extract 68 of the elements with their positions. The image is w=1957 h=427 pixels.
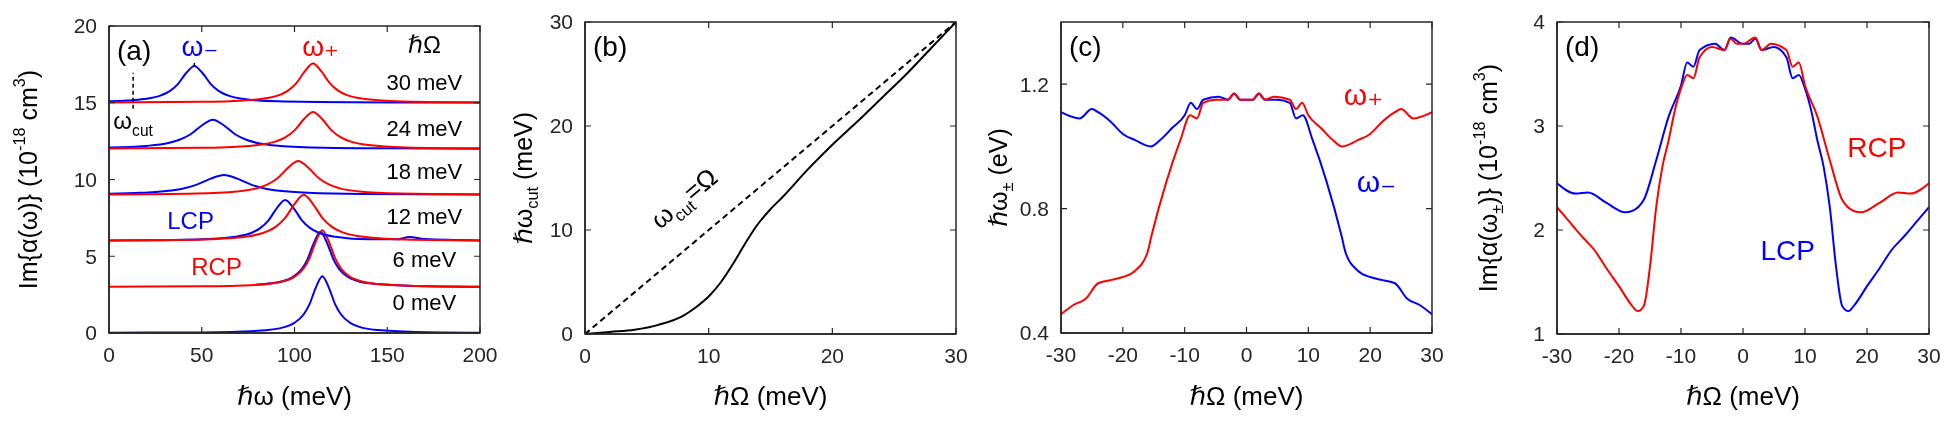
x-tick-label: -20 — [1107, 342, 1139, 366]
x-tick-label: 30 — [1420, 342, 1444, 366]
annotation: 0 meV — [392, 289, 457, 315]
x-tick-label: 20 — [1358, 342, 1382, 366]
annotation: (a) — [117, 35, 152, 66]
x-tick-label: 0 — [579, 343, 591, 367]
x-axis-title: ℏΩ (meV) — [1189, 381, 1304, 411]
x-tick-label: 10 — [696, 343, 721, 367]
x-axis-title: ℏΩ (meV) — [1686, 381, 1800, 411]
line-series — [109, 160, 480, 196]
x-tick-label: -20 — [1603, 343, 1635, 367]
annotation: (b) — [593, 31, 628, 62]
y-tick-label: 10 — [549, 218, 573, 242]
x-tick-label: -10 — [1665, 343, 1697, 367]
y-tick-label: 0 — [85, 321, 97, 345]
x-tick-label: 200 — [462, 342, 498, 366]
x-tick-label: 100 — [276, 342, 313, 366]
x-tick-label: 30 — [1917, 343, 1941, 367]
series-label: ω₊ — [302, 31, 339, 63]
x-tick-label: 20 — [1855, 343, 1879, 367]
y-tick-label: 1.2 — [1019, 72, 1049, 96]
y-tick-label: 20 — [73, 14, 97, 38]
y-tick-label: 1 — [1533, 322, 1545, 346]
y-tick-label: 20 — [549, 114, 573, 138]
x-tick-label: 10 — [1296, 342, 1321, 366]
y-tick-label: 10 — [73, 167, 97, 191]
annotation: 18 meV — [386, 159, 463, 185]
annotation: 12 meV — [386, 203, 463, 229]
series-label: RCP — [1847, 132, 1907, 164]
x-tick-label: -30 — [1541, 343, 1573, 367]
y-tick-label: 2 — [1533, 218, 1545, 242]
y-tick-label: 3 — [1533, 114, 1545, 138]
x-axis-title: ℏω (meV) — [237, 381, 352, 411]
annotation: ω$_{cut}$ — [113, 107, 154, 139]
line-series — [109, 118, 480, 150]
series-label: RCP — [191, 252, 242, 280]
y-tick-label: 15 — [73, 91, 97, 115]
line-series — [109, 229, 480, 288]
x-axis-title: ℏΩ (meV) — [713, 381, 828, 411]
x-tick-label: 10 — [1793, 343, 1817, 367]
annotation: (c) — [1069, 31, 1102, 62]
x-tick-label: 0 — [103, 342, 115, 366]
y-tick-label: 5 — [85, 244, 97, 268]
series-label: ω₋ — [181, 31, 219, 63]
line-series — [109, 110, 480, 150]
annotation: 24 meV — [386, 116, 463, 142]
x-tick-label: 0 — [1737, 343, 1749, 367]
y-tick-label: 0.4 — [1019, 321, 1050, 345]
series-label: LCP — [167, 206, 214, 234]
x-tick-label: 0 — [1240, 342, 1253, 366]
x-tick-label: 20 — [820, 343, 845, 367]
y-tick-label: 30 — [549, 10, 573, 34]
series-label: ω₋ — [1356, 164, 1396, 198]
y-tick-label: 0.8 — [1019, 197, 1049, 221]
annotation: 30 meV — [386, 70, 463, 96]
x-tick-label: 150 — [369, 342, 405, 366]
y-tick-label: 0 — [561, 322, 573, 346]
series-label: LCP — [1760, 235, 1815, 267]
x-tick-label: 30 — [944, 343, 968, 367]
annotation: ℏΩ — [407, 31, 441, 59]
line-series — [1557, 36, 1929, 313]
x-tick-label: -10 — [1169, 342, 1200, 366]
series-label: ω₊ — [1343, 77, 1383, 111]
x-tick-label: 50 — [190, 342, 214, 366]
x-tick-label: -30 — [1045, 342, 1077, 366]
annotation: (d) — [1565, 31, 1600, 62]
annotation: 6 meV — [392, 246, 457, 272]
y-tick-label: 4 — [1533, 10, 1546, 34]
